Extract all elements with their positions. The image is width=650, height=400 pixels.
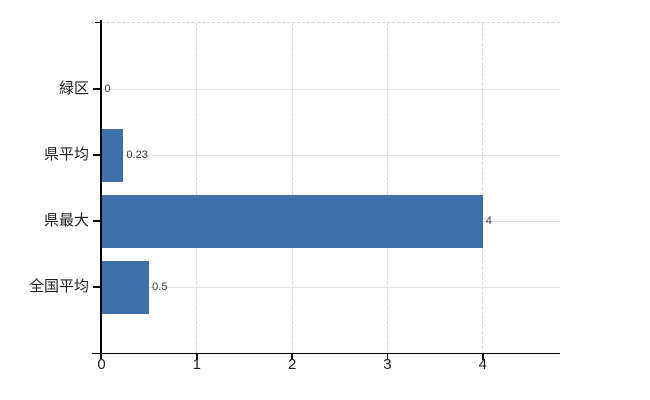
bar-value-label: 4 [485,215,492,227]
y-axis-top-tick [95,21,102,23]
plot-top-border [101,22,560,23]
bar-value-label: 0 [104,83,111,95]
x-tick-label: 3 [383,356,392,373]
gridline-horizontal [101,88,560,90]
gridline-horizontal [101,154,560,156]
bar [101,128,124,182]
bar [101,194,483,248]
x-tick-label: 4 [478,356,487,373]
gridline-vertical [386,22,388,354]
category-tick [93,88,102,90]
x-tick-label: 1 [192,356,201,373]
x-tick-label: 2 [287,356,297,373]
bar-value-label: 0.23 [126,149,148,161]
category-label: 県平均 [43,146,89,163]
x-tick-label: 0 [97,356,106,373]
category-label: 緑区 [58,80,89,97]
gridline-horizontal [101,286,560,288]
gridline-vertical [196,22,198,354]
x-tick [100,353,103,360]
gridline-vertical [291,22,293,354]
x-tick [291,353,293,360]
category-label: 全国平均 [28,278,89,295]
x-tick [386,353,389,360]
x-tick [196,353,198,360]
y-axis [100,20,102,359]
x-tick [482,353,484,360]
gridline-vertical [482,22,484,354]
bar [101,260,150,314]
category-label: 県最大 [43,212,89,229]
category-tick [93,154,102,156]
x-axis [92,352,560,355]
category-tick [93,220,102,222]
category-tick [93,286,102,288]
bar-value-label: 0.5 [152,281,168,293]
